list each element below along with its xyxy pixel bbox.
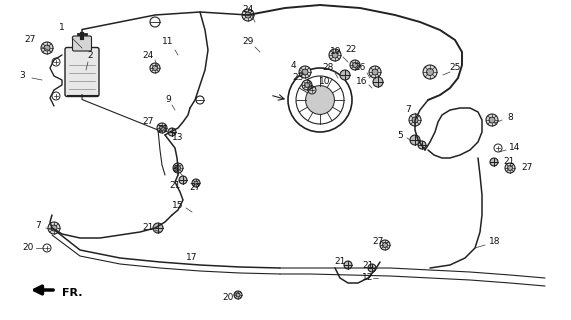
Text: 3: 3 [19,70,25,79]
Circle shape [194,181,198,185]
Circle shape [383,243,388,247]
Text: 11: 11 [162,37,174,46]
Circle shape [304,83,309,87]
Circle shape [352,62,357,68]
Circle shape [329,49,341,61]
Text: 21: 21 [142,223,154,233]
Circle shape [153,223,163,233]
Circle shape [344,261,352,269]
Circle shape [368,264,376,272]
Circle shape [372,69,378,75]
Circle shape [332,52,338,58]
Text: 25: 25 [449,63,461,73]
Circle shape [48,222,60,234]
Circle shape [486,114,498,126]
Text: 27: 27 [521,164,533,172]
Circle shape [423,65,437,79]
Text: 28: 28 [322,63,333,73]
Text: 15: 15 [172,201,184,210]
Circle shape [236,293,240,297]
Text: FR.: FR. [62,288,82,298]
Text: 6: 6 [172,165,178,174]
Text: 14: 14 [509,143,521,153]
Text: 27: 27 [25,36,35,44]
Circle shape [179,176,187,184]
Text: 13: 13 [172,133,184,142]
Circle shape [242,9,254,21]
Circle shape [173,163,183,173]
Circle shape [305,85,335,114]
Text: 21: 21 [334,258,345,267]
Circle shape [234,291,242,299]
Circle shape [412,117,418,123]
Text: 27: 27 [190,183,200,193]
Text: 1: 1 [59,23,65,33]
Circle shape [159,125,164,131]
Text: 21: 21 [158,125,168,134]
Circle shape [350,60,360,70]
Text: 7: 7 [35,220,41,229]
Text: 19: 19 [330,47,342,57]
Circle shape [369,66,381,78]
Text: 26: 26 [355,63,365,73]
Circle shape [490,158,498,166]
Text: 27: 27 [372,237,384,246]
Text: 20: 20 [22,244,34,252]
Text: 8: 8 [507,114,513,123]
Circle shape [51,225,57,231]
Text: 2: 2 [87,51,93,60]
Circle shape [245,12,251,18]
Text: 17: 17 [186,253,198,262]
Text: 22: 22 [345,45,357,54]
Circle shape [302,80,312,90]
Text: 23: 23 [292,74,304,83]
Text: 7: 7 [405,106,411,115]
Circle shape [152,66,158,70]
Circle shape [44,45,50,51]
Text: 16: 16 [356,77,368,86]
Circle shape [150,63,160,73]
Circle shape [380,240,390,250]
Text: 27: 27 [142,117,154,126]
Circle shape [302,69,308,75]
Text: 21: 21 [503,157,514,166]
Circle shape [299,66,311,78]
Circle shape [175,165,180,171]
FancyBboxPatch shape [73,36,91,51]
Circle shape [427,68,433,76]
Text: 9: 9 [165,95,171,105]
Text: 5: 5 [397,131,403,140]
Text: 10: 10 [319,77,331,86]
Text: 24: 24 [142,51,154,60]
Text: 4: 4 [290,60,296,69]
Circle shape [508,165,513,171]
Text: 21: 21 [170,180,180,189]
Circle shape [41,42,53,54]
Text: 20: 20 [222,293,234,302]
Circle shape [168,128,176,136]
Circle shape [409,114,421,126]
FancyBboxPatch shape [65,47,99,97]
Circle shape [340,70,350,80]
Circle shape [418,141,426,149]
Circle shape [192,179,200,187]
Circle shape [489,117,495,123]
Text: 18: 18 [489,237,501,246]
Text: 12: 12 [363,274,373,283]
Circle shape [410,135,420,145]
Circle shape [505,163,515,173]
Circle shape [157,123,167,133]
Text: 29: 29 [242,37,254,46]
Text: 24: 24 [242,5,254,14]
Text: 21: 21 [363,260,373,269]
Circle shape [373,77,383,87]
